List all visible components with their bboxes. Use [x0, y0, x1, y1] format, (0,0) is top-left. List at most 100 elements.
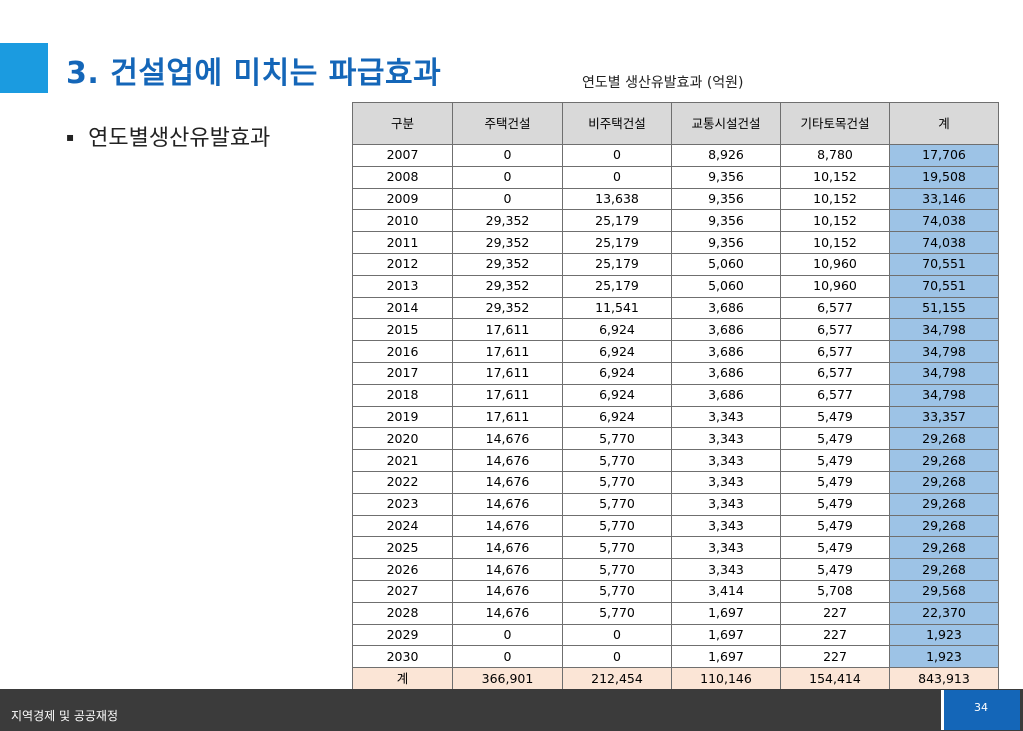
table-row: 2027 14,676 5,770 3,414 5,708 29,568 [352, 579, 999, 603]
year-cell: 2008 [352, 165, 453, 189]
sum-total-cell: 843,913 [889, 667, 999, 690]
table-row: 2026 14,676 5,770 3,343 5,479 29,268 [352, 558, 999, 581]
table-row: 2011 29,352 25,179 9,356 10,152 74,038 [352, 231, 999, 254]
transport-cell: 3,343 [671, 514, 781, 538]
civil-cell: 6,577 [780, 296, 890, 320]
total-cell: 29,268 [889, 492, 999, 516]
transport-cell: 3,343 [671, 427, 781, 451]
transport-cell: 3,343 [671, 470, 781, 494]
civil-cell: 5,708 [780, 579, 890, 603]
housing-cell: 29,352 [452, 231, 563, 254]
year-cell: 2015 [352, 318, 453, 342]
non-housing-cell: 5,770 [562, 470, 672, 494]
table-row: 2007 0 0 8,926 8,780 17,706 [352, 144, 999, 167]
civil-cell: 5,479 [780, 536, 890, 560]
housing-cell: 29,352 [452, 274, 563, 298]
sum-housing-cell: 366,901 [452, 667, 563, 690]
header-non-housing: 비주택건설 [562, 102, 672, 145]
civil-cell: 8,780 [780, 144, 890, 167]
housing-cell: 14,676 [452, 449, 563, 472]
total-cell: 19,508 [889, 165, 999, 189]
transport-cell: 1,697 [671, 601, 781, 625]
year-cell: 2013 [352, 274, 453, 298]
transport-cell: 5,060 [671, 252, 781, 276]
non-housing-cell: 25,179 [562, 274, 672, 298]
slide-title: 3. 건설업에 미치는 파급효과 [66, 56, 442, 91]
table-row: 2013 29,352 25,179 5,060 10,960 70,551 [352, 274, 999, 298]
year-cell: 2007 [352, 144, 453, 167]
transport-cell: 3,686 [671, 318, 781, 342]
table-row: 2015 17,611 6,924 3,686 6,577 34,798 [352, 318, 999, 342]
total-cell: 34,798 [889, 383, 999, 407]
transport-cell: 9,356 [671, 231, 781, 254]
transport-cell: 1,697 [671, 645, 781, 669]
total-cell: 29,268 [889, 514, 999, 538]
table-total-row: 계 366,901 212,454 110,146 154,414 843,913 [352, 667, 999, 690]
civil-cell: 10,960 [780, 274, 890, 298]
non-housing-cell: 0 [562, 165, 672, 189]
production-effect-table: 구분 주택건설 비주택건설 교통시설건설 기타토목건설 계 2007 0 0 8,92… [352, 102, 999, 690]
housing-cell: 14,676 [452, 492, 563, 516]
table-row: 2019 17,611 6,924 3,343 5,479 33,357 [352, 405, 999, 429]
non-housing-cell: 5,770 [562, 514, 672, 538]
year-cell: 2017 [352, 361, 453, 385]
year-cell: 2024 [352, 514, 453, 538]
total-cell: 22,370 [889, 601, 999, 625]
housing-cell: 29,352 [452, 296, 563, 320]
non-housing-cell: 0 [562, 144, 672, 167]
year-cell: 2018 [352, 383, 453, 407]
total-cell: 33,146 [889, 187, 999, 211]
transport-cell: 3,686 [671, 383, 781, 407]
transport-cell: 3,343 [671, 558, 781, 581]
non-housing-cell: 25,179 [562, 231, 672, 254]
header-category: 구분 [352, 102, 453, 145]
total-cell: 33,357 [889, 405, 999, 429]
housing-cell: 17,611 [452, 318, 563, 342]
civil-cell: 227 [780, 623, 890, 647]
total-cell: 51,155 [889, 296, 999, 320]
sum-transport-cell: 110,146 [671, 667, 781, 690]
civil-cell: 5,479 [780, 405, 890, 429]
non-housing-cell: 0 [562, 623, 672, 647]
non-housing-cell: 6,924 [562, 340, 672, 363]
year-cell: 2011 [352, 231, 453, 254]
housing-cell: 0 [452, 645, 563, 669]
transport-cell: 1,697 [671, 623, 781, 647]
civil-cell: 5,479 [780, 514, 890, 538]
year-cell: 2019 [352, 405, 453, 429]
housing-cell: 0 [452, 165, 563, 189]
year-cell: 2009 [352, 187, 453, 211]
table-row: 2014 29,352 11,541 3,686 6,577 51,155 [352, 296, 999, 320]
page-number: 34 [974, 701, 988, 714]
bullet-text: 연도별생산유발효과 [88, 126, 271, 151]
non-housing-cell: 5,770 [562, 536, 672, 560]
table-row: 2028 14,676 5,770 1,697 227 22,370 [352, 601, 999, 625]
year-cell: 2026 [352, 558, 453, 581]
page-number-box [941, 690, 1020, 730]
housing-cell: 17,611 [452, 405, 563, 429]
housing-cell: 29,352 [452, 252, 563, 276]
table-row: 2023 14,676 5,770 3,343 5,479 29,268 [352, 492, 999, 516]
transport-cell: 9,356 [671, 165, 781, 189]
civil-cell: 5,479 [780, 449, 890, 472]
non-housing-cell: 25,179 [562, 252, 672, 276]
transport-cell: 9,356 [671, 209, 781, 233]
non-housing-cell: 5,770 [562, 579, 672, 603]
housing-cell: 14,676 [452, 514, 563, 538]
total-cell: 1,923 [889, 623, 999, 647]
year-cell: 2029 [352, 623, 453, 647]
total-cell: 17,706 [889, 144, 999, 167]
non-housing-cell: 5,770 [562, 558, 672, 581]
table-row: 2016 17,611 6,924 3,686 6,577 34,798 [352, 340, 999, 363]
housing-cell: 17,611 [452, 383, 563, 407]
table-row: 2025 14,676 5,770 3,343 5,479 29,268 [352, 536, 999, 560]
header-transport: 교통시설건설 [671, 102, 781, 145]
table-row: 2010 29,352 25,179 9,356 10,152 74,038 [352, 209, 999, 233]
table-row: 2017 17,611 6,924 3,686 6,577 34,798 [352, 361, 999, 385]
civil-cell: 10,152 [780, 165, 890, 189]
year-cell: 2028 [352, 601, 453, 625]
year-cell: 2012 [352, 252, 453, 276]
table-header-row: 구분 주택건설 비주택건설 교통시설건설 기타토목건설 계 [352, 102, 999, 145]
table-row: 2018 17,611 6,924 3,686 6,577 34,798 [352, 383, 999, 407]
table-row: 2020 14,676 5,770 3,343 5,479 29,268 [352, 427, 999, 451]
